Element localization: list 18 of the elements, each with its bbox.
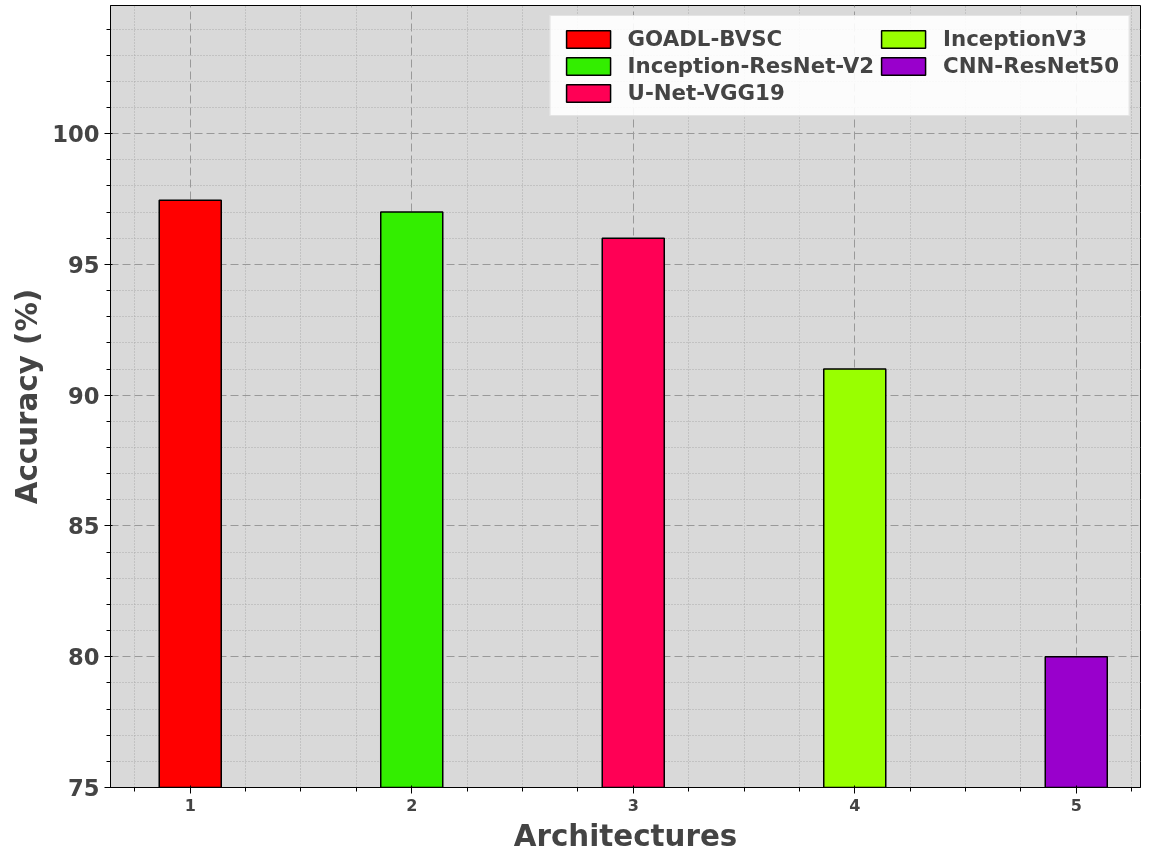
y-tick-label: 90: [67, 382, 100, 409]
x-tick-label: 2: [406, 795, 418, 815]
x-tick-label: 4: [849, 795, 861, 815]
legend-label: U-Net-VGG19: [627, 80, 785, 105]
y-tick-label: 80: [67, 644, 100, 671]
y-tick-label: 100: [52, 121, 100, 148]
legend-label: CNN-ResNet50: [943, 53, 1119, 78]
x-tick-label: 5: [1070, 795, 1082, 815]
legend-label: Inception-ResNet-V2: [627, 53, 875, 78]
x-tick-label: 3: [627, 795, 639, 815]
legend-label: InceptionV3: [943, 26, 1088, 51]
y-tick-label: 75: [67, 775, 100, 801]
legend-label: GOADL-BVSC: [627, 26, 783, 51]
y-axis-title: Accuracy (%): [10, 288, 45, 505]
y-tick-label: 95: [67, 251, 100, 278]
y-tick-label: 85: [67, 513, 100, 540]
x-axis-title: Architectures: [513, 818, 738, 853]
x-tick-label: 1: [184, 795, 196, 815]
